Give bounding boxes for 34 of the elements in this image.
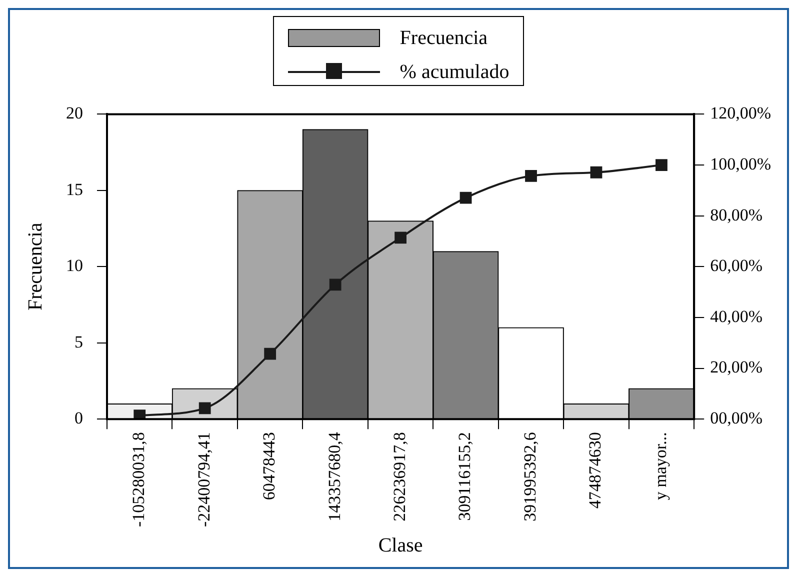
y-axis-title: Frecuencia bbox=[24, 222, 46, 311]
x-tick-label: -22400794,41 bbox=[194, 432, 214, 528]
x-axis-title: Clase bbox=[378, 534, 423, 556]
point bbox=[656, 159, 668, 171]
y-tick-label: 20 bbox=[66, 104, 83, 123]
y-tick-label: 15 bbox=[66, 180, 83, 199]
x-tick-label: y mayor... bbox=[650, 432, 670, 500]
legend-label: % acumulado bbox=[400, 60, 510, 85]
x-tick-label: 474874630 bbox=[586, 432, 605, 509]
x-tick-label: 391995392,6 bbox=[520, 432, 540, 522]
point bbox=[198, 402, 211, 414]
point bbox=[329, 278, 342, 291]
x-tick-label: 143357680,4 bbox=[324, 432, 344, 522]
x-tick-label: 60478443 bbox=[260, 432, 279, 500]
y2-tick-label: 80,00% bbox=[710, 205, 763, 224]
y2-tick-label: 40,00% bbox=[710, 306, 763, 326]
point bbox=[394, 232, 406, 244]
x-tick-label: 226236917,8 bbox=[390, 432, 410, 522]
x-tick-label: -105280031,8 bbox=[129, 432, 148, 528]
y-tick-label: 5 bbox=[74, 332, 83, 352]
y2-tick-label: 20,00% bbox=[710, 358, 763, 377]
y-tick-label: 0 bbox=[74, 408, 83, 428]
point bbox=[525, 170, 537, 182]
point bbox=[590, 166, 602, 178]
legend-label: Frecuencia bbox=[400, 26, 488, 51]
y2-tick-label: 00,00% bbox=[710, 408, 763, 428]
point bbox=[264, 348, 276, 360]
y2-tick-label: 60,00% bbox=[710, 256, 763, 276]
y2-tick-label: 120,00% bbox=[710, 104, 772, 123]
y2-tick-label: 100,00% bbox=[710, 154, 772, 174]
point bbox=[460, 192, 472, 204]
point bbox=[134, 410, 146, 420]
y-tick-label: 10 bbox=[66, 256, 83, 276]
x-tick-label: 309116155,2 bbox=[455, 432, 474, 521]
